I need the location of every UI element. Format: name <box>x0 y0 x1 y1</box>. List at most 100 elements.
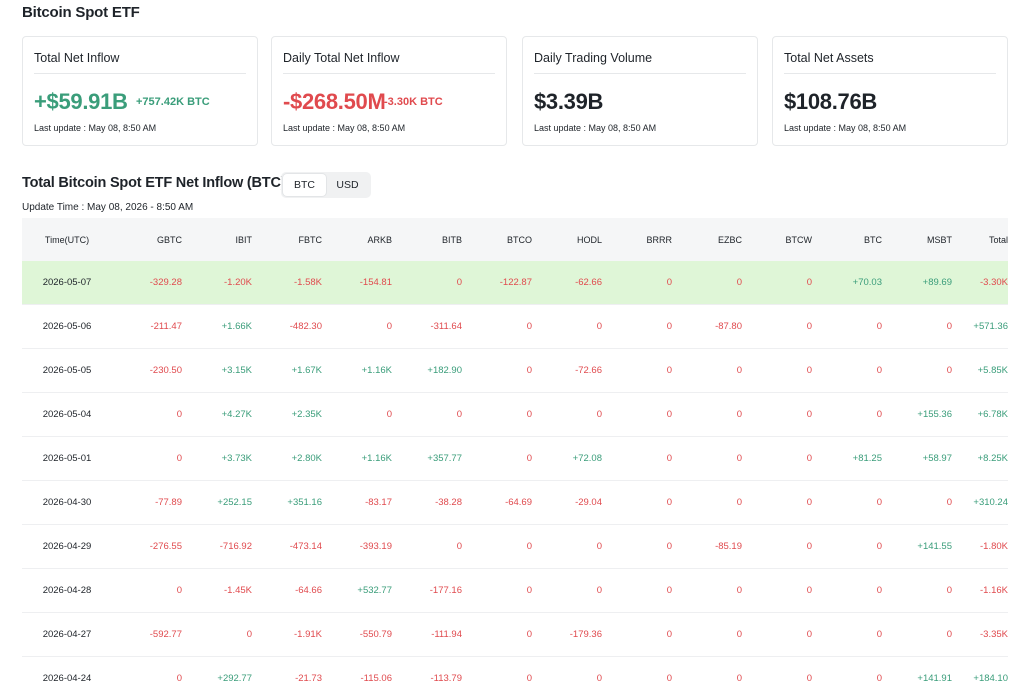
column-header-btc: BTC <box>864 234 882 245</box>
row-cell: 0 <box>736 629 742 640</box>
row-cell: -1.91K <box>294 629 322 640</box>
card-value: -$268.50M <box>283 89 386 114</box>
row-cell: +1.16K <box>361 365 392 376</box>
toggle-usd[interactable]: USD <box>336 179 359 191</box>
row-cell: 0 <box>386 409 392 420</box>
row-cell: 0 <box>176 673 182 684</box>
row-cell: 0 <box>806 673 812 684</box>
row-cell: 0 <box>526 629 532 640</box>
row-date: 2026-04-30 <box>42 497 92 508</box>
row-cell: 0 <box>946 585 952 596</box>
row-cell: -179.36 <box>569 629 602 640</box>
row-cell: 0 <box>456 409 462 420</box>
row-date: 2026-05-06 <box>42 321 92 332</box>
card-divider <box>784 73 996 74</box>
column-header-brrr: BRRR <box>646 234 672 245</box>
row-cell: 0 <box>526 453 532 464</box>
row-cell: +357.77 <box>427 453 462 464</box>
row-cell: +89.69 <box>922 277 952 288</box>
row-cell: +2.35K <box>291 409 322 420</box>
card-label: Daily Total Net Inflow <box>283 51 400 65</box>
row-cell: -111.94 <box>431 629 462 640</box>
row-cell: 0 <box>806 277 812 288</box>
card-last-update: Last update : May 08, 8:50 AM <box>534 123 657 133</box>
row-date: 2026-05-07 <box>42 277 92 288</box>
card-sub-value: +757.42K BTC <box>136 96 210 108</box>
row-cell: +141.91 <box>917 673 952 684</box>
row-cell: -716.92 <box>219 541 252 552</box>
row-cell: -83.17 <box>365 497 392 508</box>
row-cell: 0 <box>526 541 532 552</box>
row-cell: 0 <box>526 365 532 376</box>
table-row: 2026-05-05 -230.50 +3.15K +1.67K +1.16K +182.… <box>22 349 1008 393</box>
card-value: $3.39B <box>534 89 604 114</box>
row-cell: 0 <box>666 585 672 596</box>
row-cell: -211.47 <box>150 321 182 332</box>
row-cell: 0 <box>806 321 812 332</box>
row-cell: -329.28 <box>149 277 182 288</box>
table-row: 2026-04-28 0 -1.45K -64.66 +532.77 -177.16 0 0 0… <box>22 569 1008 613</box>
column-header-gbtc: GBTC <box>156 234 182 245</box>
row-cell: 0 <box>806 409 812 420</box>
table-row: 2026-04-24 0 +292.77 -21.73 -115.06 -113.79 0 0… <box>22 657 1008 692</box>
row-cell: 0 <box>176 453 182 464</box>
row-cell: 0 <box>736 673 742 684</box>
row-cell: +5.85K <box>977 365 1008 376</box>
row-cell: -113.79 <box>430 673 462 684</box>
row-cell: +182.90 <box>427 365 462 376</box>
row-date: 2026-04-27 <box>42 629 92 640</box>
column-header-hodl: HODL <box>576 234 602 245</box>
card-last-update: Last update : May 08, 8:50 AM <box>34 123 157 133</box>
row-cell: 0 <box>806 541 812 552</box>
card-value: $108.76B <box>784 89 878 114</box>
row-cell: 0 <box>526 585 532 596</box>
row-cell: +3.73K <box>221 453 252 464</box>
row-cell: 0 <box>526 409 532 420</box>
row-date: 2026-04-28 <box>42 585 92 596</box>
column-header-msbt: MSBT <box>926 234 952 245</box>
row-cell: 0 <box>736 365 742 376</box>
row-cell: 0 <box>946 629 952 640</box>
column-header-btco: BTCO <box>506 234 532 245</box>
page-title: Bitcoin Spot ETF <box>22 4 140 21</box>
row-cell: 0 <box>806 453 812 464</box>
row-cell: 0 <box>736 585 742 596</box>
row-cell: -122.87 <box>499 277 532 288</box>
row-cell: 0 <box>666 277 672 288</box>
row-cell: -1.58K <box>294 277 322 288</box>
column-header-ezbc: EZBC <box>717 234 742 245</box>
table-row: 2026-04-27 -592.77 0 -1.91K -550.79 -111.94 0 -… <box>22 613 1008 657</box>
row-date: 2026-05-05 <box>42 365 92 376</box>
row-cell: -1.16K <box>980 585 1008 596</box>
row-date: 2026-04-29 <box>42 541 92 552</box>
row-cell: +571.36 <box>973 321 1008 332</box>
row-cell: -311.64 <box>430 321 462 332</box>
row-cell: -64.69 <box>505 497 532 508</box>
row-cell: -115.06 <box>360 673 392 684</box>
card-value: +$59.91B <box>34 89 128 114</box>
row-cell: 0 <box>666 541 672 552</box>
row-cell: -21.73 <box>295 673 322 684</box>
row-cell: -154.81 <box>359 277 392 288</box>
toggle-btc[interactable]: BTC <box>283 174 326 196</box>
row-cell: 0 <box>596 585 602 596</box>
row-cell: 0 <box>736 277 742 288</box>
card-last-update: Last update : May 08, 8:50 AM <box>283 123 406 133</box>
row-cell: +6.78K <box>977 409 1008 420</box>
row-cell: -482.30 <box>289 321 322 332</box>
summary-card: Total Net Assets $108.76B Last update : Ma… <box>772 36 1008 146</box>
table-row: 2026-04-30 -77.89 +252.15 +351.16 -83.17 -38.… <box>22 481 1008 525</box>
row-cell: 0 <box>596 541 602 552</box>
row-cell: 0 <box>526 321 532 332</box>
row-cell: +532.77 <box>357 585 392 596</box>
row-cell: -473.14 <box>289 541 322 552</box>
row-cell: 0 <box>666 673 672 684</box>
row-cell: +1.67K <box>291 365 322 376</box>
section-title: Total Bitcoin Spot ETF Net Inflow (BTC) <box>22 175 286 191</box>
row-cell: -1.45K <box>224 585 252 596</box>
column-header-fbtc: FBTC <box>298 234 323 245</box>
table-row: 2026-05-07 -329.28 -1.20K -1.58K -154.81 0 -12… <box>22 261 1008 305</box>
row-cell: 0 <box>736 497 742 508</box>
row-cell: 0 <box>736 453 742 464</box>
column-header-arkb: ARKB <box>367 234 392 245</box>
